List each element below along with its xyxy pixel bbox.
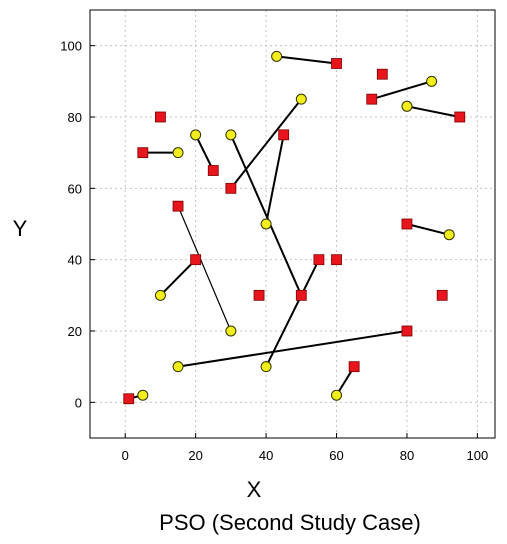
square-marker <box>366 93 378 105</box>
square-marker <box>253 289 265 301</box>
square-marker <box>436 289 448 301</box>
connection-line <box>177 330 408 368</box>
connection-line <box>276 55 337 65</box>
connection-lines <box>128 55 460 400</box>
y-tick-label: 20 <box>68 324 82 339</box>
square-marker <box>331 254 342 266</box>
y-axis-label: Y <box>13 216 28 241</box>
x-tick-label: 100 <box>467 448 489 463</box>
y-tick-label: 40 <box>68 253 82 268</box>
x-tick-label: 0 <box>122 448 129 463</box>
square-marker <box>454 111 466 123</box>
circle-marker <box>443 229 455 241</box>
connection-line <box>177 205 232 332</box>
square-marker <box>172 200 184 212</box>
y-tick-label: 100 <box>60 39 82 54</box>
circle-marker <box>225 325 237 337</box>
circle-marker <box>260 218 272 230</box>
square-marker <box>155 111 166 123</box>
square-marker <box>278 129 290 141</box>
square-marker <box>348 361 360 373</box>
circle-marker <box>137 389 149 401</box>
circle-marker <box>154 289 166 301</box>
circle-marker <box>260 361 272 373</box>
x-tick-label: 40 <box>259 448 273 463</box>
connection-line <box>406 223 450 236</box>
square-marker <box>190 254 202 266</box>
connection-line <box>371 80 432 101</box>
square-marker <box>225 182 237 194</box>
square-marker <box>295 289 307 301</box>
circle-marker <box>172 147 184 159</box>
connection-line <box>159 258 197 297</box>
x-axis-label: X <box>247 477 262 502</box>
connection-line <box>230 98 303 189</box>
circle-marker <box>271 50 283 62</box>
x-tick-label: 60 <box>329 448 343 463</box>
connection-line <box>229 134 303 296</box>
circle-marker <box>190 129 202 141</box>
square-marker <box>331 58 342 69</box>
chart-caption: PSO (Second Study Case) <box>159 510 421 535</box>
plot-area-frame <box>89 9 496 439</box>
y-tick-label: 80 <box>68 110 82 125</box>
circle-marker <box>295 93 307 105</box>
connection-line <box>194 134 215 171</box>
square-marker <box>401 218 413 230</box>
square-marker <box>123 393 135 405</box>
connection-line <box>406 105 460 118</box>
circle-marker <box>225 129 237 141</box>
connection-line <box>265 259 320 368</box>
markers <box>123 50 466 405</box>
x-tick-label: 80 <box>400 448 414 463</box>
circle-marker <box>172 361 184 373</box>
circle-marker <box>426 75 438 87</box>
grid <box>90 10 495 438</box>
y-tick-label: 0 <box>75 395 82 410</box>
square-marker <box>376 68 388 80</box>
circle-marker <box>401 100 413 112</box>
square-marker <box>313 254 325 266</box>
x-tick-label: 20 <box>188 448 202 463</box>
circle-marker <box>331 389 343 401</box>
square-marker <box>207 165 219 176</box>
square-marker <box>401 325 413 337</box>
y-tick-label: 60 <box>68 181 82 196</box>
connection-line <box>265 134 285 225</box>
axis-ticks: 0 20 40 60 80 100 0 20 40 60 80 100 <box>60 39 488 463</box>
square-marker <box>137 147 149 159</box>
